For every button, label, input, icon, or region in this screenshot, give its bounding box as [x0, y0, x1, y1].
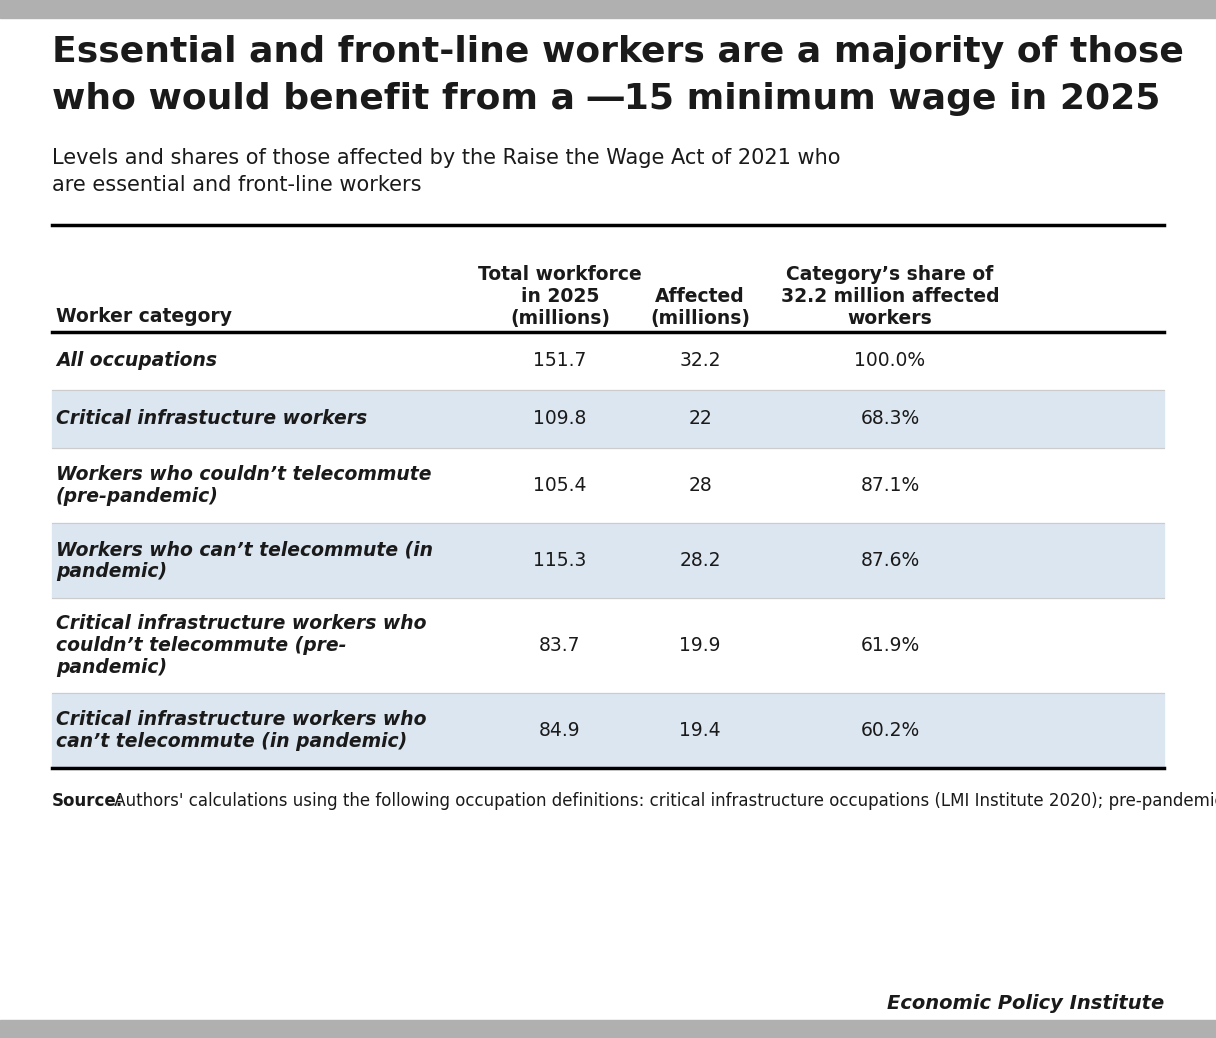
Text: Critical infrastucture workers: Critical infrastucture workers — [56, 410, 367, 429]
Text: who would benefit from a ―15 minimum wage in 2025: who would benefit from a ―15 minimum wag… — [52, 82, 1160, 116]
Bar — [52, 693, 1164, 768]
Text: Economic Policy Institute: Economic Policy Institute — [886, 994, 1164, 1013]
Text: Total workforce
in 2025
(millions): Total workforce in 2025 (millions) — [478, 265, 642, 328]
Text: 87.1%: 87.1% — [861, 476, 919, 495]
Bar — [0, 1020, 1216, 1038]
Text: All occupations: All occupations — [56, 352, 216, 371]
Text: 68.3%: 68.3% — [861, 410, 919, 429]
Text: 22: 22 — [688, 410, 711, 429]
Text: 115.3: 115.3 — [534, 551, 586, 570]
Text: 60.2%: 60.2% — [861, 721, 919, 740]
Text: Workers who couldn’t telecommute
(pre-pandemic): Workers who couldn’t telecommute (pre-pa… — [56, 465, 432, 506]
Text: Category’s share of
32.2 million affected
workers: Category’s share of 32.2 million affecte… — [781, 265, 1000, 328]
Text: Workers who can’t telecommute (in
pandemic): Workers who can’t telecommute (in pandem… — [56, 540, 433, 581]
Text: Worker category: Worker category — [56, 307, 232, 326]
Text: 28: 28 — [688, 476, 711, 495]
Text: 19.9: 19.9 — [680, 636, 721, 655]
Text: 100.0%: 100.0% — [855, 352, 925, 371]
Text: 151.7: 151.7 — [534, 352, 586, 371]
Text: 32.2: 32.2 — [680, 352, 721, 371]
Text: Essential and front-line workers are a majority of those: Essential and front-line workers are a m… — [52, 35, 1184, 69]
Text: Critical infrastructure workers who
couldn’t telecommute (pre-
pandemic): Critical infrastructure workers who coul… — [56, 614, 427, 677]
Text: Affected
(millions): Affected (millions) — [651, 286, 750, 328]
Text: 87.6%: 87.6% — [861, 551, 919, 570]
Text: Source:: Source: — [52, 792, 123, 810]
Text: Critical infrastructure workers who
can’t telecommute (in pandemic): Critical infrastructure workers who can’… — [56, 710, 427, 752]
Bar — [0, 0, 1216, 18]
Text: are essential and front-line workers: are essential and front-line workers — [52, 175, 422, 195]
Text: 19.4: 19.4 — [680, 721, 721, 740]
Text: Levels and shares of those affected by the Raise the Wage Act of 2021 who: Levels and shares of those affected by t… — [52, 148, 840, 168]
Text: 61.9%: 61.9% — [861, 636, 919, 655]
Text: 109.8: 109.8 — [534, 410, 586, 429]
Text: Authors' calculations using the following occupation definitions: critical infra: Authors' calculations using the followin… — [109, 792, 1216, 810]
Text: 28.2: 28.2 — [680, 551, 721, 570]
Bar — [52, 390, 1164, 448]
Text: 84.9: 84.9 — [539, 721, 581, 740]
Text: 83.7: 83.7 — [539, 636, 581, 655]
Bar — [52, 523, 1164, 598]
Text: 105.4: 105.4 — [534, 476, 587, 495]
